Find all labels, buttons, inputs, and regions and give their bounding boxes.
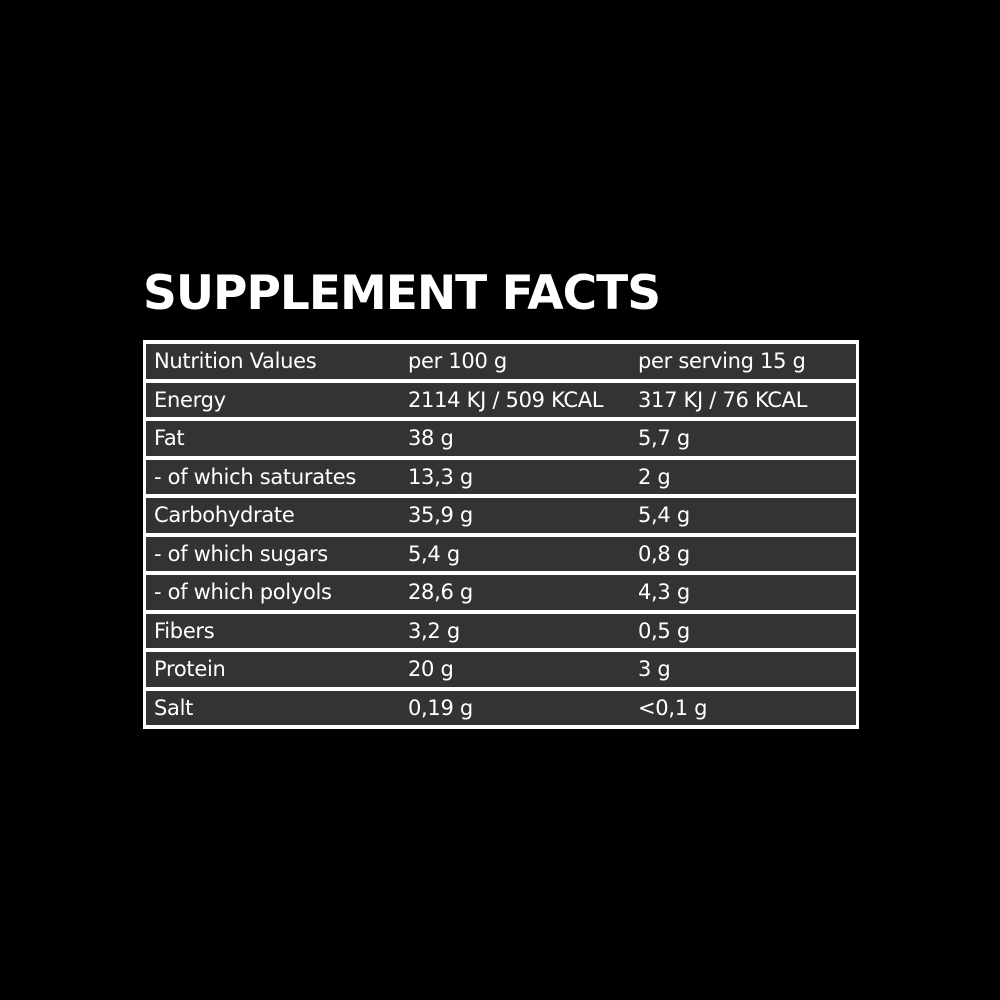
table-cell: - of which saturates — [146, 459, 402, 494]
table-cell: 0,5 g — [638, 613, 856, 648]
table-cell: - of which polyols — [146, 575, 402, 610]
table-cell: 20 g — [402, 652, 638, 687]
table-cell: 4,3 g — [638, 575, 856, 610]
table-row: Salt 0,19 g <0,1 g — [146, 690, 856, 725]
table-cell: <0,1 g — [638, 690, 856, 725]
table-cell: Carbohydrate — [146, 498, 402, 533]
table-cell: 317 KJ / 76 KCAL — [638, 382, 856, 417]
table-cell: 5,4 g — [638, 498, 856, 533]
table-cell: per serving 15 g — [638, 344, 856, 379]
table-row: - of which polyols 28,6 g 4,3 g — [146, 575, 856, 610]
table-cell: 5,7 g — [638, 421, 856, 456]
table-cell: per 100 g — [402, 344, 638, 379]
table-row: Carbohydrate 35,9 g 5,4 g — [146, 498, 856, 533]
table-cell: 28,6 g — [402, 575, 638, 610]
table-cell: 0,8 g — [638, 536, 856, 571]
table-row: Nutrition Values per 100 g per serving 15 … — [146, 344, 856, 379]
table-cell: Energy — [146, 382, 402, 417]
table-body: Nutrition Values per 100 g per serving 15 … — [146, 344, 856, 725]
table-cell: - of which sugars — [146, 536, 402, 571]
facts-table: Nutrition Values per 100 g per serving 15 … — [143, 340, 859, 729]
table-cell: 2114 KJ / 509 KCAL — [402, 382, 638, 417]
table-cell: 38 g — [402, 421, 638, 456]
table-cell: 3,2 g — [402, 613, 638, 648]
table-cell: Fibers — [146, 613, 402, 648]
table-cell: Salt — [146, 690, 402, 725]
table-row: Fibers 3,2 g 0,5 g — [146, 613, 856, 648]
table-cell: Nutrition Values — [146, 344, 402, 379]
table-row: - of which sugars 5,4 g 0,8 g — [146, 536, 856, 571]
table-cell: 35,9 g — [402, 498, 638, 533]
table-cell: 5,4 g — [402, 536, 638, 571]
table-row: Fat 38 g 5,7 g — [146, 421, 856, 456]
table-cell: Protein — [146, 652, 402, 687]
table-cell: 3 g — [638, 652, 856, 687]
table-cell: Fat — [146, 421, 402, 456]
table-cell: 2 g — [638, 459, 856, 494]
table-row: Energy 2114 KJ / 509 KCAL 317 KJ / 76 KCAL — [146, 382, 856, 417]
table-cell: 0,19 g — [402, 690, 638, 725]
title: SUPPLEMENT FACTS — [143, 266, 661, 321]
table-cell: 13,3 g — [402, 459, 638, 494]
